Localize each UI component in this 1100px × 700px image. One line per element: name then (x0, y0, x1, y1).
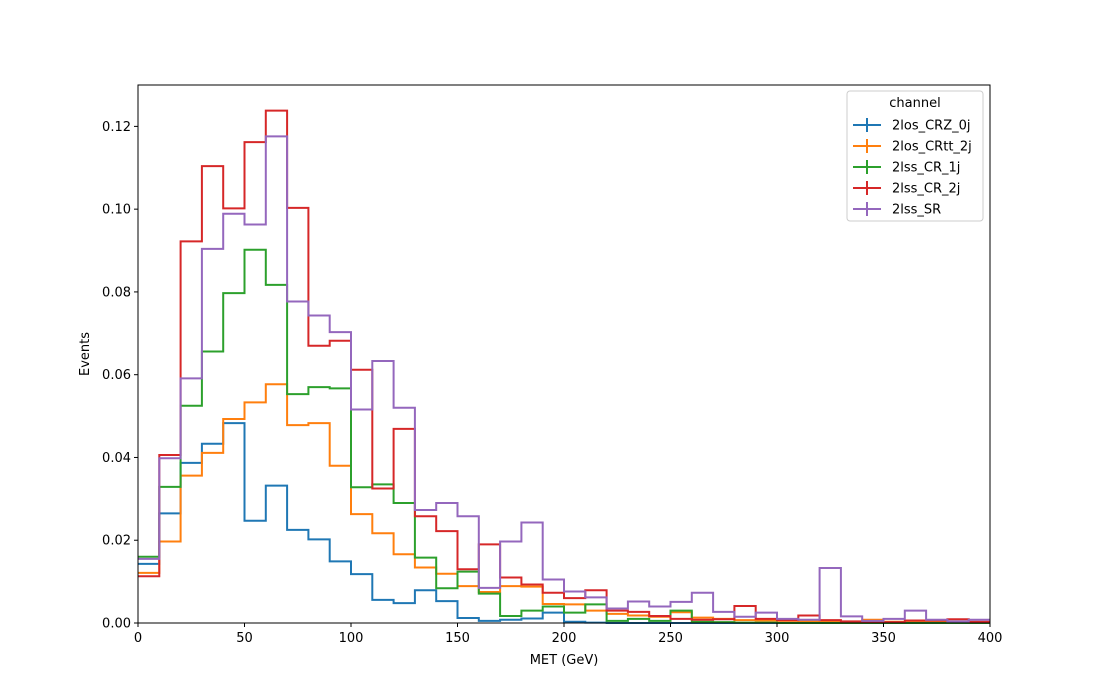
x-tick-label: 50 (236, 631, 253, 646)
x-axis-ticks: 0 50 100 150 200 250 300 350 400 (134, 623, 1003, 646)
y-tick-label: 0.00 (102, 617, 131, 632)
legend-label: 2los_CRtt_2j (892, 140, 972, 155)
x-tick-label: 300 (765, 631, 790, 646)
x-tick-label: 400 (978, 631, 1003, 646)
legend-entry: 2lss_SR (853, 202, 941, 218)
legend-title: channel (889, 96, 940, 111)
legend-entries: 2los_CRZ_0j 2los_CRtt_2j 2lss_CR_1j 2lss_CR… (853, 118, 972, 218)
legend-label: 2los_CRZ_0j (892, 119, 971, 134)
x-tick-label: 200 (552, 631, 577, 646)
legend-entry: 2los_CRtt_2j (853, 139, 972, 155)
legend-entry: 2lss_CR_2j (853, 181, 960, 197)
series-line (138, 109, 990, 624)
x-tick-label: 250 (658, 631, 683, 646)
series-line (138, 248, 990, 624)
series-2lss_CR_1j (138, 248, 990, 624)
legend-entry: 2lss_CR_1j (853, 160, 960, 176)
series-2lss_SR (138, 135, 990, 623)
y-tick-label: 0.04 (102, 451, 131, 466)
series-line (138, 135, 990, 623)
x-tick-label: 350 (871, 631, 896, 646)
legend-label: 2lss_SR (892, 203, 941, 218)
x-axis-title: MET (GeV) (530, 653, 599, 668)
legend: channel 2los_CRZ_0j 2los_CRtt_2j 2lss_CR_1… (846, 90, 984, 222)
legend-label: 2lss_CR_1j (892, 161, 960, 176)
y-tick-label: 0.02 (102, 534, 131, 549)
y-axis-ticks: 0.00 0.02 0.04 0.06 0.08 0.10 0.12 (102, 120, 138, 632)
y-tick-label: 0.06 (102, 368, 131, 383)
y-axis-title: Events (78, 332, 93, 376)
x-tick-label: 100 (339, 631, 364, 646)
series-line (138, 383, 990, 624)
x-tick-label: 150 (445, 631, 470, 646)
series-2los_CRtt_2j (138, 383, 990, 624)
legend-entry: 2los_CRZ_0j (853, 118, 971, 134)
legend-label: 2lss_CR_2j (892, 182, 960, 197)
y-tick-label: 0.12 (102, 120, 131, 135)
y-tick-label: 0.10 (102, 203, 131, 218)
series-2lss_CR_2j (138, 109, 990, 624)
y-tick-label: 0.08 (102, 285, 131, 300)
x-tick-label: 0 (134, 631, 142, 646)
